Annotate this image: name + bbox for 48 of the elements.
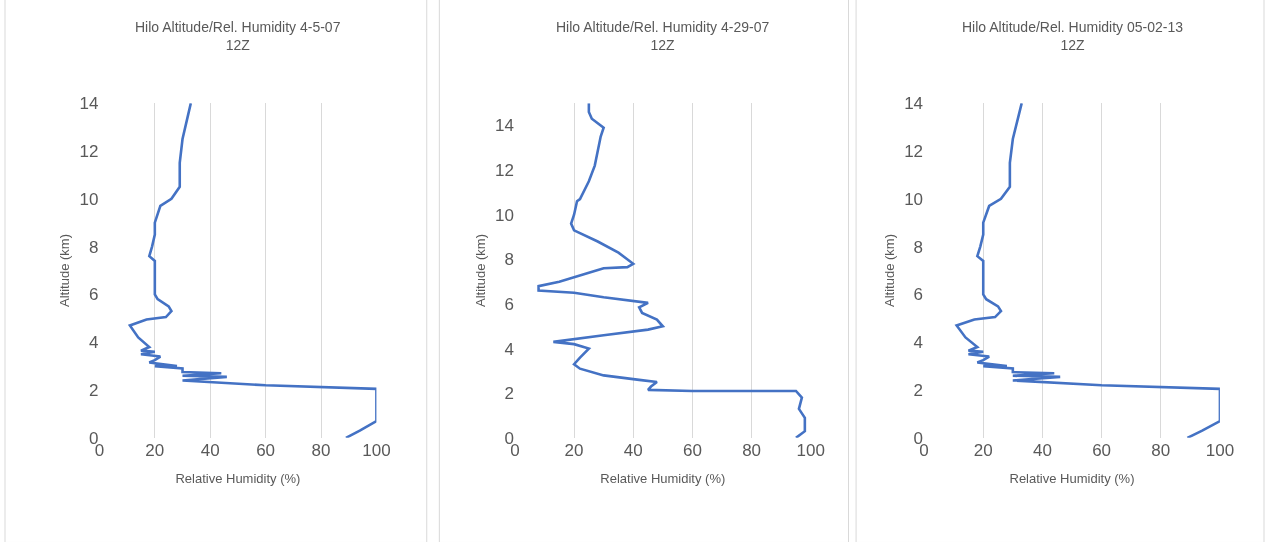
y-tick-label: 6 xyxy=(913,285,924,305)
x-axis-title: Relative Humidity (%) xyxy=(600,471,726,487)
x-axis-title: Relative Humidity (%) xyxy=(1009,471,1135,487)
x-tick-label: 80 xyxy=(311,440,331,460)
x-tick-label: 100 xyxy=(1205,440,1235,460)
line-series xyxy=(537,103,807,438)
x-axis-title: Relative Humidity (%) xyxy=(175,471,301,487)
y-tick-label: 4 xyxy=(88,333,99,353)
x-tick-label: 100 xyxy=(796,440,825,460)
y-tick-label: 4 xyxy=(913,333,924,353)
x-tick-label: 20 xyxy=(973,440,993,460)
y-tick-label: 14 xyxy=(904,94,924,114)
x-tick-label: 60 xyxy=(682,440,702,460)
y-tick-label: 2 xyxy=(88,380,99,400)
x-tick-label: 80 xyxy=(1151,440,1171,460)
x-tick-label: 40 xyxy=(1032,440,1052,460)
y-tick-label: 12 xyxy=(79,141,99,161)
x-tick-label: 20 xyxy=(145,440,165,460)
y-tick-label: 4 xyxy=(504,339,514,359)
y-tick-label: 10 xyxy=(79,189,99,209)
x-tick-label: 100 xyxy=(362,440,391,460)
y-tick-label: 6 xyxy=(504,294,514,314)
chart-title: Hilo Altitude/Rel. Humidity 05-02-13 12Z xyxy=(962,19,1184,54)
y-tick-label: 10 xyxy=(904,189,924,209)
y-tick-label: 12 xyxy=(494,161,514,181)
y-tick-label: 8 xyxy=(913,237,924,257)
x-tick-label: 80 xyxy=(742,440,762,460)
y-tick-label: 8 xyxy=(88,237,99,257)
x-tick-label: 20 xyxy=(564,440,584,460)
y-tick-label: 14 xyxy=(79,94,99,114)
chart-title: Hilo Altitude/Rel. Humidity 4-29-07 12Z xyxy=(556,19,770,54)
y-tick-label: 12 xyxy=(904,141,924,161)
x-tick-label: 40 xyxy=(623,440,643,460)
chart-title: Hilo Altitude/Rel. Humidity 4-5-07 12Z xyxy=(135,19,341,54)
x-tick-label: 60 xyxy=(256,440,276,460)
line-series xyxy=(128,103,377,438)
y-axis-title: Altitude (km) xyxy=(57,234,73,307)
y-tick-label: 10 xyxy=(494,205,514,225)
y-tick-label: 8 xyxy=(504,250,514,270)
y-tick-label: 6 xyxy=(88,285,99,305)
y-axis-title: Altitude (km) xyxy=(472,234,488,307)
y-axis-title: Altitude (km) xyxy=(882,234,898,307)
line-series xyxy=(955,103,1220,438)
y-tick-label: 2 xyxy=(504,384,514,404)
y-tick-label: 2 xyxy=(913,380,924,400)
y-tick-label: 14 xyxy=(494,116,514,136)
x-tick-label: 40 xyxy=(200,440,220,460)
x-tick-label: 60 xyxy=(1092,440,1112,460)
